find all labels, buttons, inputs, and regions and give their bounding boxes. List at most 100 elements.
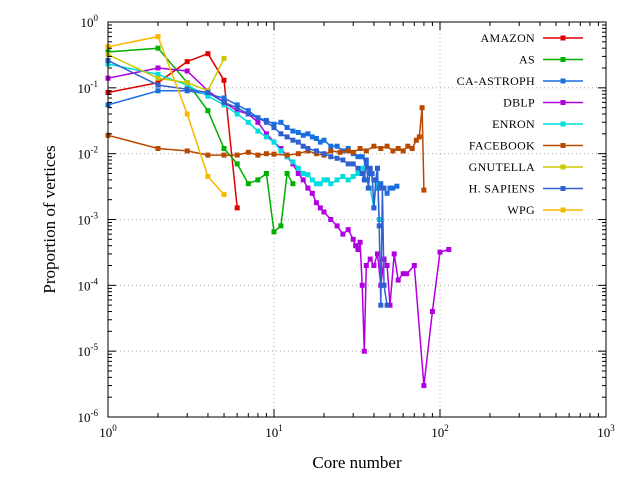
data-point (263, 119, 269, 125)
legend-marker (560, 100, 566, 105)
data-point (367, 256, 373, 262)
data-point (184, 68, 190, 74)
data-point (205, 93, 211, 99)
data-point (395, 277, 401, 283)
data-point (334, 223, 340, 229)
legend-label: FACEBOOK (469, 139, 535, 153)
data-point (413, 137, 419, 143)
data-point (234, 108, 240, 114)
data-point (321, 209, 327, 215)
data-point (155, 75, 161, 81)
data-point (345, 177, 351, 183)
data-point (355, 171, 361, 176)
series-wpg (105, 34, 227, 197)
legend-label: AMAZON (481, 31, 535, 45)
data-point (271, 229, 277, 235)
y-axis-label: Proportion of vertices (40, 145, 59, 293)
data-point (313, 151, 319, 157)
data-point (378, 146, 384, 151)
data-point (355, 247, 361, 252)
data-point (421, 383, 427, 389)
data-point (278, 223, 284, 229)
data-point (429, 309, 435, 314)
series-layer (105, 34, 452, 389)
legend-marker (560, 121, 566, 127)
data-point (340, 231, 346, 237)
legend-item-wpg: WPG (507, 203, 583, 217)
data-point (271, 125, 277, 130)
data-point (373, 177, 379, 183)
legend-marker (560, 78, 566, 84)
legend-item-enron: ENRON (492, 117, 583, 131)
legend-item-facebook: FACEBOOK (469, 139, 583, 153)
y-tick-label: 10-1 (78, 79, 99, 96)
data-point (300, 177, 306, 183)
data-point (359, 165, 365, 171)
data-point (300, 143, 306, 149)
data-point (367, 165, 373, 171)
data-point (345, 161, 351, 167)
data-point (255, 115, 261, 121)
data-point (234, 161, 240, 167)
data-point (205, 51, 211, 57)
series-line-gnutella (107, 53, 225, 92)
data-point (337, 149, 343, 155)
data-point (290, 128, 296, 134)
data-point (355, 165, 361, 171)
series-line-as (107, 47, 294, 233)
data-point (300, 132, 306, 138)
data-point (245, 111, 251, 117)
data-point (305, 131, 311, 137)
data-point (361, 348, 367, 354)
data-point (205, 152, 211, 158)
data-point (263, 171, 269, 176)
data-point (350, 174, 356, 179)
data-point (400, 148, 406, 154)
data-point (390, 148, 396, 154)
data-point (365, 185, 371, 191)
data-point (345, 227, 351, 233)
grid (108, 22, 606, 417)
data-point (221, 77, 227, 83)
legend-item-h-sapiens: H. SAPIENS (469, 182, 583, 196)
data-point (305, 185, 311, 191)
data-point (359, 282, 365, 288)
series-facebook (105, 105, 427, 193)
data-point (378, 181, 384, 187)
data-point (437, 249, 443, 255)
data-point (295, 165, 301, 171)
legend-label: GNUTELLA (469, 160, 535, 174)
legend-marker (560, 57, 566, 62)
data-point (321, 151, 327, 157)
data-point (245, 149, 251, 155)
data-point (405, 143, 411, 149)
data-point (234, 111, 240, 117)
data-point (363, 157, 369, 163)
x-axis-label: Core number (312, 453, 402, 472)
data-point (355, 154, 361, 160)
data-point (155, 45, 161, 51)
data-point (305, 172, 311, 178)
data-point (384, 190, 390, 196)
data-point (271, 139, 277, 145)
data-point (205, 174, 211, 179)
data-point (155, 88, 161, 94)
data-point (255, 152, 261, 158)
legend: AMAZON AS CA-ASTROPH DBLP ENRON FACEBOOK GNUTE… (457, 31, 583, 217)
data-point (221, 99, 227, 105)
series-ca-astroph (105, 88, 400, 196)
data-point (221, 192, 227, 197)
legend-marker (560, 35, 566, 41)
data-point (221, 146, 227, 151)
data-point (421, 187, 427, 193)
legend-item-gnutella: GNUTELLA (469, 160, 583, 174)
x-tick-label: 101 (265, 423, 283, 440)
data-point (391, 251, 397, 257)
legend-label: CA-ASTROPH (457, 74, 535, 88)
legend-marker (560, 143, 566, 148)
legend-label: AS (519, 53, 535, 67)
data-point (416, 134, 422, 140)
data-point (221, 95, 227, 101)
data-point (381, 282, 387, 288)
